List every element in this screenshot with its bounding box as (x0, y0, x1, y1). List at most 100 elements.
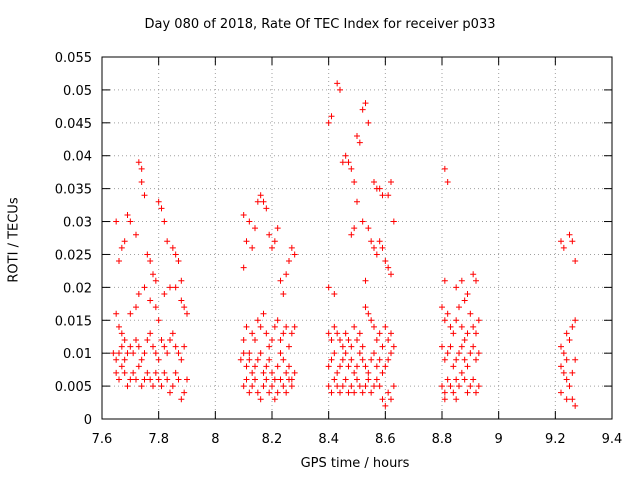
data-point (441, 317, 448, 324)
data-point (362, 277, 369, 284)
data-point (334, 383, 341, 390)
data-point (249, 383, 256, 390)
data-point (271, 396, 278, 403)
data-point (127, 218, 134, 225)
data-point (147, 297, 154, 304)
data-point (342, 350, 349, 357)
data-point (152, 350, 159, 357)
data-point (354, 376, 360, 383)
data-point (147, 330, 154, 337)
data-point (351, 225, 358, 232)
data-point (458, 323, 465, 330)
data-point (388, 330, 394, 337)
y-tick-label: 0.055 (55, 51, 92, 66)
data-point (331, 290, 338, 297)
data-point (569, 323, 576, 330)
data-point (473, 389, 479, 396)
data-points (110, 80, 579, 409)
data-point (368, 356, 375, 363)
data-point (144, 251, 151, 258)
data-point (339, 383, 346, 390)
data-point (345, 389, 352, 396)
axis-ticks: 0 0.005 0.01 0.015 0.02 0.025 0.03 0.035 0.04 0.0… (55, 51, 623, 447)
data-point (390, 218, 397, 225)
data-point (348, 383, 355, 390)
data-point (291, 323, 298, 330)
data-point (266, 356, 273, 363)
data-point (558, 343, 564, 350)
data-point (175, 376, 182, 383)
y-tick-label: 0.05 (63, 84, 92, 99)
data-point (328, 356, 335, 363)
data-point (328, 113, 335, 120)
data-point (563, 396, 570, 403)
data-point (376, 330, 383, 337)
data-point (252, 363, 258, 370)
data-point (246, 389, 253, 396)
data-point (373, 251, 380, 258)
data-point (359, 356, 366, 363)
data-point (121, 238, 128, 245)
data-point (373, 363, 380, 370)
x-tick-label: 7.6 (92, 432, 113, 447)
data-point (385, 356, 392, 363)
data-point (444, 350, 451, 357)
data-point (271, 323, 278, 330)
data-point (345, 159, 352, 166)
data-point (144, 337, 151, 344)
data-point (388, 179, 394, 186)
y-tick-label: 0.015 (55, 314, 92, 329)
chart-title: Day 080 of 2018, Rate Of TEC Index for r… (144, 17, 496, 32)
data-point (373, 376, 380, 383)
data-point (169, 383, 176, 390)
x-tick-label: 8 (211, 432, 219, 447)
data-point (263, 363, 270, 370)
data-point (286, 363, 292, 370)
data-point (339, 159, 346, 166)
data-point (181, 343, 188, 350)
data-point (252, 337, 258, 344)
y-tick-label: 0.025 (55, 248, 92, 263)
data-point (439, 304, 445, 311)
data-point (359, 389, 366, 396)
data-point (325, 363, 332, 370)
data-point (328, 337, 335, 344)
data-point (385, 192, 392, 199)
data-point (473, 330, 479, 337)
data-point (450, 330, 457, 337)
data-point (184, 310, 190, 317)
data-point (379, 192, 386, 199)
data-point (334, 330, 341, 337)
data-point (243, 323, 250, 330)
data-point (337, 337, 343, 344)
data-point (447, 383, 454, 390)
data-point (237, 356, 244, 363)
data-point (470, 323, 477, 330)
data-point (453, 284, 460, 291)
data-point (263, 205, 270, 212)
data-point (362, 100, 369, 107)
data-point (133, 376, 139, 383)
data-point (345, 337, 352, 344)
data-point (368, 389, 375, 396)
data-point (121, 337, 128, 344)
data-point (141, 376, 148, 383)
data-point (342, 152, 349, 159)
data-point (356, 350, 363, 357)
data-point (181, 389, 188, 396)
data-point (158, 205, 165, 212)
data-point (291, 251, 298, 258)
data-point (249, 369, 256, 376)
data-point (135, 290, 142, 297)
data-point (356, 330, 363, 337)
data-point (257, 192, 264, 199)
data-point (266, 389, 273, 396)
data-point (172, 251, 179, 258)
x-tick-label: 9.2 (545, 432, 566, 447)
data-point (118, 244, 125, 251)
data-point (249, 330, 256, 337)
data-point (152, 277, 159, 284)
data-point (337, 363, 343, 370)
data-point (348, 165, 355, 172)
data-point (254, 198, 261, 205)
